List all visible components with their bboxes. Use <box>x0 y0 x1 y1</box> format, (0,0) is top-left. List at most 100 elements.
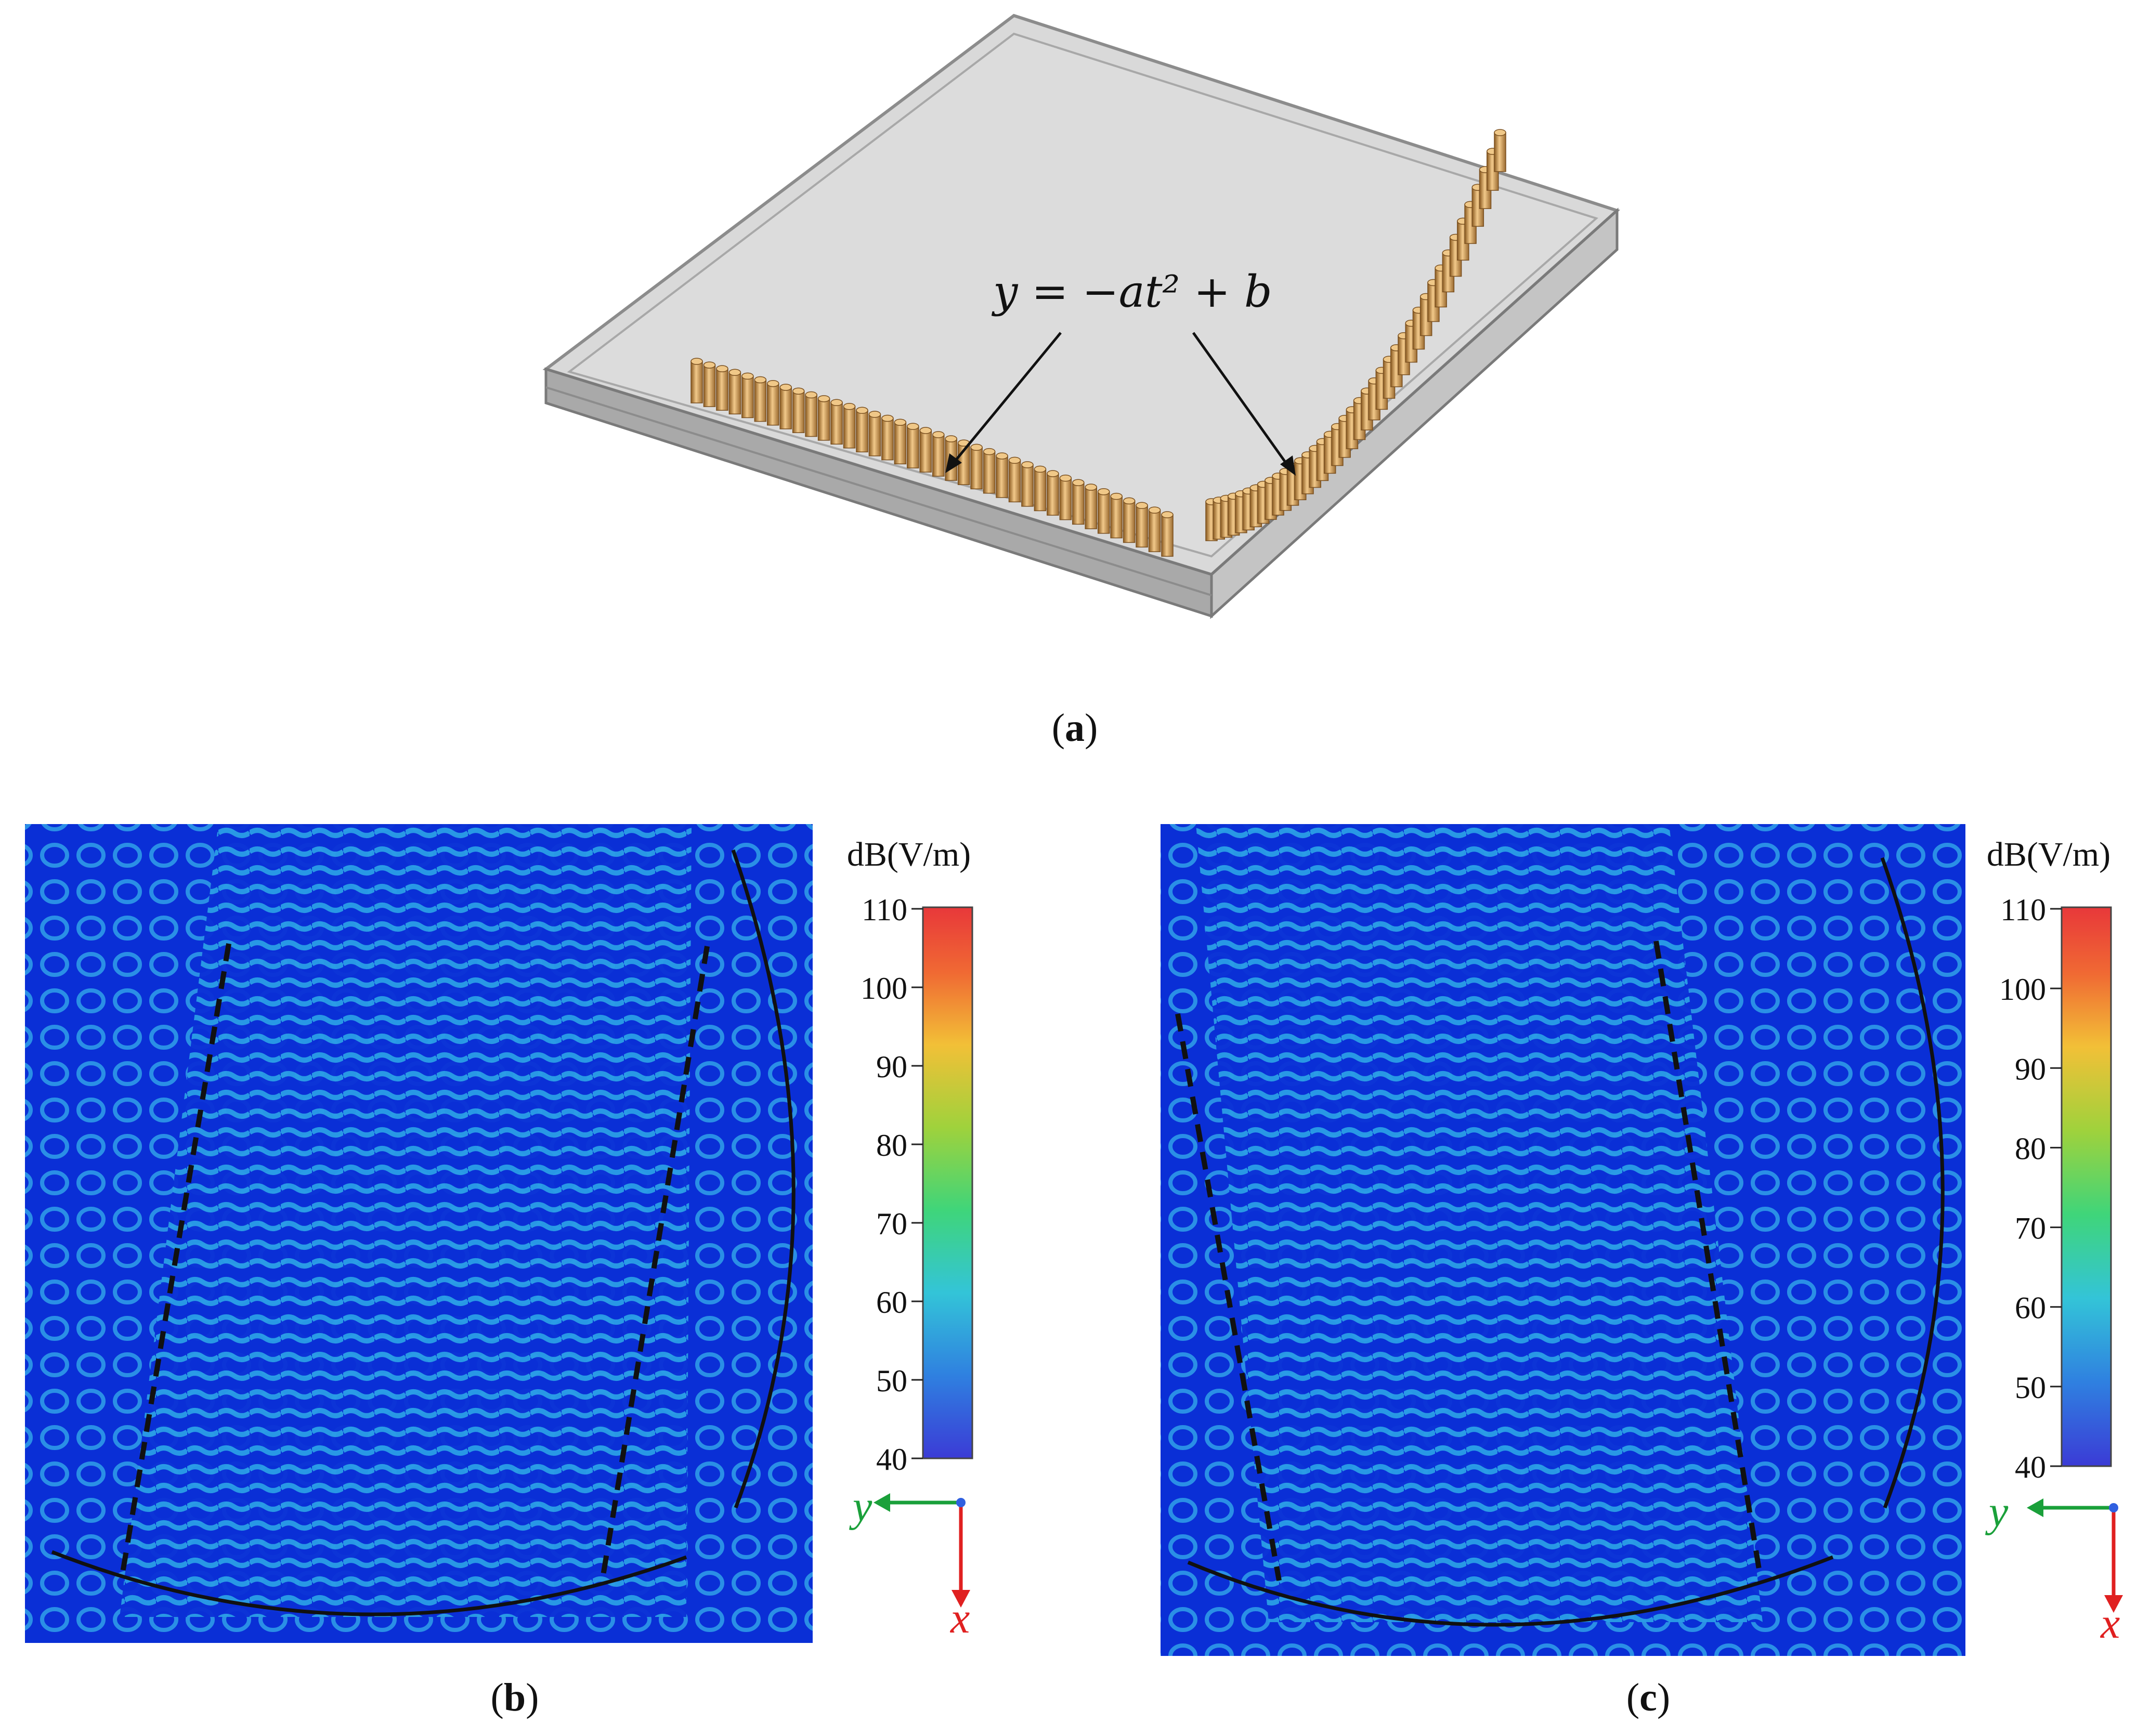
pillar-top <box>1085 484 1097 491</box>
pillar-top <box>830 399 843 407</box>
pillar-top <box>817 395 830 402</box>
colorbar-tick-label: 90 <box>2015 1052 2046 1086</box>
dashed-boundary-right <box>1653 941 1763 1576</box>
panel-b-field-map <box>25 824 813 1643</box>
pillar <box>1059 477 1072 520</box>
parabolic-array-right <box>1880 857 1945 1509</box>
pillar <box>907 426 919 468</box>
pillar-top <box>945 435 957 442</box>
pillar-top <box>690 358 703 365</box>
dashed-boundary-left <box>120 943 231 1576</box>
axis-x-label-b: x <box>949 1594 970 1642</box>
pillar <box>830 402 843 445</box>
parabolic-array-bottom <box>51 1550 687 1616</box>
pillar <box>1123 500 1136 543</box>
colorbar-tick-label: 80 <box>876 1128 907 1163</box>
pillar <box>1008 460 1021 503</box>
pillar-top <box>754 376 767 384</box>
colorbar-tick-label: 110 <box>2000 893 2046 927</box>
pillar <box>1072 482 1085 525</box>
pillar-top <box>1161 511 1174 518</box>
parabolic-array-bottom <box>1187 1555 1834 1627</box>
colorbar-ticks-b: 110 100 90 80 70 60 50 40 <box>861 893 923 1477</box>
colorbar-tick-label: 80 <box>2015 1131 2046 1166</box>
arrow-right <box>1192 332 1291 469</box>
colorbar-tick-label: 70 <box>876 1207 907 1241</box>
pillar-top <box>970 443 983 451</box>
pillar <box>817 398 830 441</box>
pillar-top <box>1097 488 1110 495</box>
axes-indicator-c: y x <box>1985 1487 2123 1648</box>
pillar-top <box>792 387 805 395</box>
pillar-top <box>907 423 919 430</box>
colorbar-tick-label: 90 <box>876 1050 907 1084</box>
axis-y-label-b: y <box>849 1482 872 1531</box>
pillar-arrays <box>690 129 1506 557</box>
pillar-top <box>805 391 817 399</box>
colorbar-tick-label: 50 <box>876 1364 907 1398</box>
equation-annotation: y = −at² + b <box>945 266 1296 476</box>
pillar <box>996 455 1008 498</box>
colorbar-tick-label: 60 <box>876 1285 907 1320</box>
pillar <box>792 390 805 433</box>
pillar-top <box>1123 497 1136 505</box>
pillar <box>856 410 868 453</box>
equation-label: y = −at² + b <box>991 266 1272 317</box>
pillar <box>1021 464 1034 507</box>
pillar <box>970 447 983 490</box>
pillar <box>1085 487 1097 529</box>
colorbar-tick-label: 50 <box>2015 1370 2046 1405</box>
pillar <box>983 451 996 494</box>
pillar-top <box>741 372 754 380</box>
pillar-top <box>767 380 779 387</box>
pillar-top <box>1148 506 1161 514</box>
colorbar-c: dB(V/m) 110 100 90 80 70 60 50 40 <box>1987 836 2112 1484</box>
pillar-top <box>728 369 741 376</box>
caption-c: (c) <box>1626 1676 1670 1719</box>
pillar <box>919 430 932 473</box>
axis-x-label-c: x <box>2100 1599 2120 1648</box>
pillar <box>1136 505 1148 548</box>
pillar <box>1047 473 1059 516</box>
pillar-top <box>932 431 945 438</box>
colorbar-b: dB(V/m) 110 100 90 80 70 60 50 40 <box>847 836 973 1477</box>
pillar <box>1148 510 1161 552</box>
panel-c-field-map <box>1161 824 1965 1656</box>
dashed-boundary-left <box>1175 1013 1282 1581</box>
colorbar-tick-label: 70 <box>2015 1211 2046 1246</box>
pillar <box>741 375 754 419</box>
colorbar-tick-label: 110 <box>862 893 907 927</box>
pillar-top <box>1047 470 1059 477</box>
colorbar-tick-label: 100 <box>1999 972 2046 1007</box>
pillar <box>894 422 907 465</box>
caption-a: (a) <box>1052 706 1098 750</box>
pillar <box>1161 514 1174 557</box>
pillar-top <box>716 365 728 372</box>
pillar <box>703 364 716 407</box>
pillar-top <box>983 448 996 455</box>
pillar-top <box>868 411 881 418</box>
pillar <box>1097 491 1110 534</box>
pillar-top <box>1072 479 1085 487</box>
pillar <box>690 361 703 403</box>
axis-y-label-c: y <box>1985 1487 2009 1536</box>
pillar-top <box>1059 474 1072 482</box>
pillar <box>1034 468 1047 512</box>
pillar-top <box>779 384 792 391</box>
pillar <box>843 406 856 449</box>
pillar <box>716 368 728 411</box>
colorbar-gradient-c <box>2061 906 2112 1467</box>
colorbar-tick-label: 40 <box>876 1442 907 1477</box>
arrow-left <box>950 332 1062 466</box>
pillar <box>932 434 945 477</box>
pillar-top <box>1034 465 1047 473</box>
pillar-top <box>894 419 907 426</box>
pillar <box>881 417 894 461</box>
pillar-top <box>1136 502 1148 510</box>
colorbar-gradient-b <box>922 906 973 1459</box>
parabolic-array-right <box>731 849 796 1509</box>
pillar-top <box>703 361 716 369</box>
pillar-top <box>1110 492 1123 500</box>
axes-indicator-b: y x <box>849 1482 970 1642</box>
